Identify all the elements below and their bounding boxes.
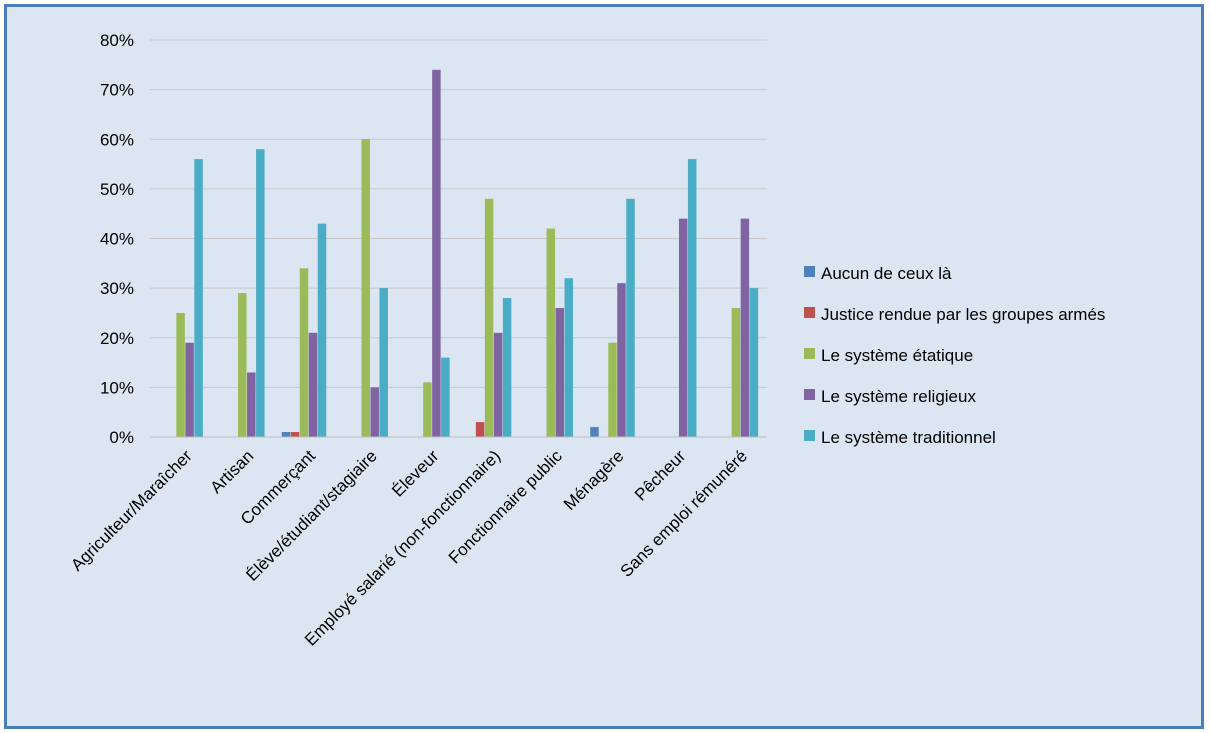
bar (317, 223, 327, 437)
bar (749, 288, 759, 437)
bar (423, 382, 432, 437)
bar (308, 332, 318, 437)
bar (731, 307, 741, 437)
legend-swatch (804, 307, 815, 318)
bar (238, 293, 247, 437)
y-tick-label: 60% (100, 130, 134, 149)
legend-swatch (804, 266, 815, 277)
gridlines (150, 39, 767, 388)
y-tick-label: 40% (100, 230, 134, 249)
bar (502, 298, 512, 437)
bar (379, 288, 388, 437)
bar (608, 342, 617, 437)
bar (176, 312, 185, 437)
y-tick-label: 0% (109, 428, 134, 447)
bar (493, 332, 503, 437)
bar (299, 268, 309, 437)
bar (740, 218, 750, 437)
bar (555, 307, 565, 437)
bar (617, 283, 626, 437)
y-tick-label: 70% (100, 81, 134, 100)
bar (432, 69, 441, 438)
legend-label: Le système religieux (821, 387, 976, 406)
x-category-label: Fonctionnaire public (445, 446, 566, 567)
x-category-label: Pêcheur (631, 446, 689, 504)
bar (441, 357, 450, 437)
legend-label: Aucun de ceux là (821, 264, 952, 283)
x-category-label: Artisan (207, 446, 258, 497)
bar (281, 432, 291, 437)
legend-swatch (804, 389, 815, 400)
bar (564, 278, 574, 437)
x-category-label: Sans emploi rémunéré (617, 446, 751, 580)
bar (256, 149, 265, 438)
chart-svg: 0% 10% 20% 30% 40% 50% 60% 70% 80% Agriculteur/M… (67, 31, 1105, 650)
bar (484, 198, 494, 437)
x-category-label: Agriculteur/Maraîcher (67, 446, 196, 575)
y-tick-label: 20% (100, 329, 134, 348)
x-category-label: Éleveur (388, 446, 442, 500)
x-category-label: Ménagère (560, 446, 628, 514)
bar (370, 387, 379, 437)
y-tick-label: 30% (100, 279, 134, 298)
y-tick-label: 10% (100, 378, 134, 397)
legend-label: Le système étatique (821, 346, 973, 365)
bar (194, 159, 203, 437)
bar (546, 228, 556, 437)
bar (185, 342, 194, 437)
y-tick-label: 80% (100, 31, 134, 50)
bar (590, 427, 599, 437)
bars (176, 69, 759, 438)
legend-swatch (804, 430, 815, 441)
category-labels: Agriculteur/Maraîcher ArtisanCommerçantÉl… (67, 446, 751, 650)
legend: Aucun de ceux là Justice rendue par les g… (804, 264, 1105, 447)
chart-frame: 0% 10% 20% 30% 40% 50% 60% 70% 80% Agriculteur/M… (4, 4, 1204, 729)
bar (361, 139, 370, 437)
y-tick-label: 50% (100, 180, 134, 199)
legend-label: Justice rendue par les groupes armés (821, 305, 1105, 324)
y-axis-ticks: 0% 10% 20% 30% 40% 50% 60% 70% 80% (100, 31, 134, 447)
bar (687, 159, 697, 437)
bar (626, 198, 635, 437)
bar (290, 432, 300, 437)
legend-swatch (804, 348, 815, 359)
bar (247, 372, 256, 437)
bar (678, 218, 688, 437)
bar (475, 422, 485, 437)
legend-label: Le système traditionnel (821, 428, 996, 447)
